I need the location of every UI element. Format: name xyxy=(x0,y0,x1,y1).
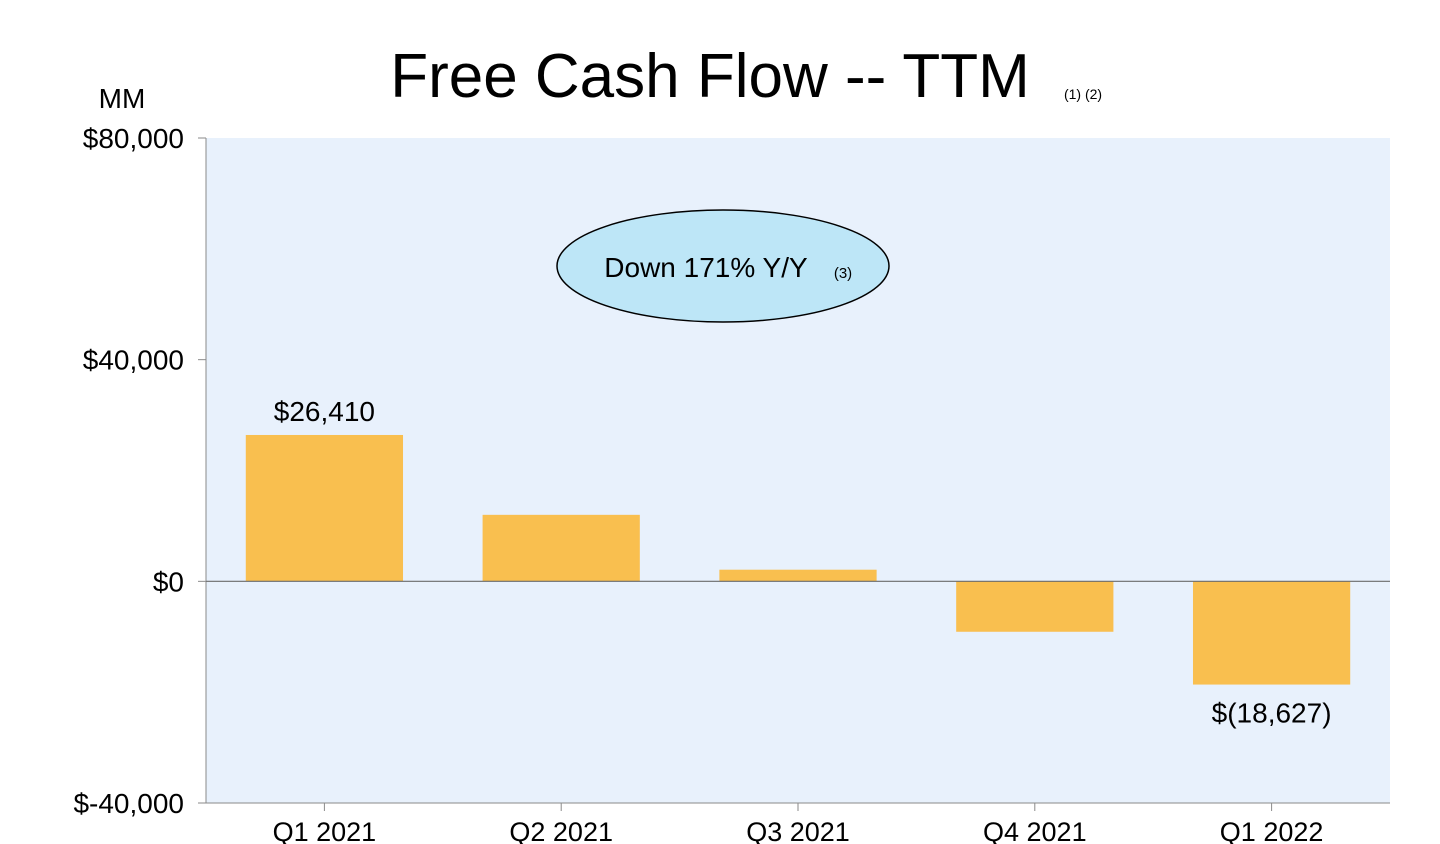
x-tick-label: Q3 2021 xyxy=(746,817,850,844)
bar-q1-2022 xyxy=(1192,581,1351,685)
title-footnotes: (1) (2) xyxy=(1064,86,1102,102)
data-label: $(18,627) xyxy=(1212,698,1332,729)
annotation-ellipse xyxy=(556,209,890,323)
bar-q4-2021 xyxy=(956,581,1114,632)
y-tick-label: $80,000 xyxy=(83,123,184,154)
bars xyxy=(245,434,1351,685)
unit-label: MM xyxy=(99,83,146,114)
y-axis: $80,000 $40,000 $0 $-40,000 xyxy=(73,123,207,819)
bar-q3-2021 xyxy=(719,569,877,582)
x-tick-label: Q1 2022 xyxy=(1220,817,1324,844)
data-labels: $26,410 $(18,627) xyxy=(274,396,1332,729)
x-tick-label: Q2 2021 xyxy=(509,817,613,844)
data-label: $26,410 xyxy=(274,396,375,427)
annotation-text: Down 171% Y/Y xyxy=(604,252,808,283)
x-tick-label: Q4 2021 xyxy=(983,817,1087,844)
x-axis: Q1 2021 Q2 2021 Q3 2021 Q4 2021 Q1 2022 xyxy=(206,580,1390,844)
x-tick-label: Q1 2021 xyxy=(273,817,377,844)
chart-title: Free Cash Flow -- TTM xyxy=(390,42,1030,111)
annotation-callout: Down 171% Y/Y (3) xyxy=(556,209,890,323)
bar-q2-2021 xyxy=(482,514,640,582)
bar-q1-2021 xyxy=(245,434,404,582)
y-tick-label: $40,000 xyxy=(83,345,184,376)
y-tick-label: $0 xyxy=(153,566,184,597)
annotation-footnote: (3) xyxy=(834,265,852,282)
y-tick-label: $-40,000 xyxy=(73,788,184,819)
